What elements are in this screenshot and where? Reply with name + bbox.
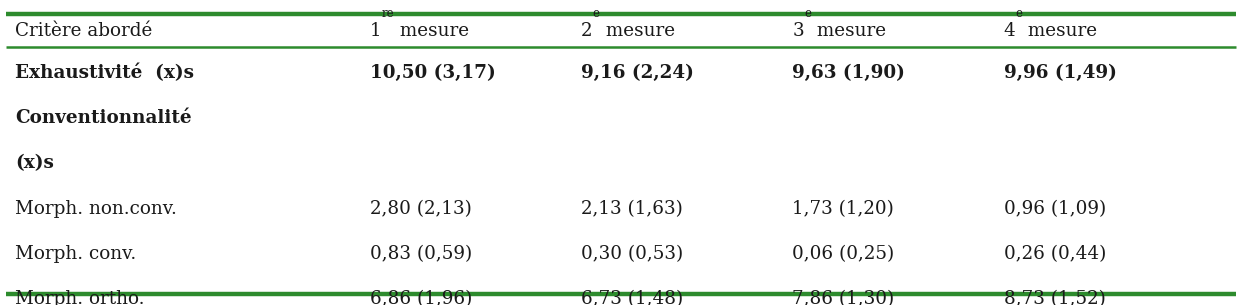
Text: mesure: mesure xyxy=(395,21,469,40)
Text: 6,86 (1,96): 6,86 (1,96) xyxy=(370,290,472,305)
Text: 2,13 (1,63): 2,13 (1,63) xyxy=(581,199,683,218)
Text: 9,63 (1,90): 9,63 (1,90) xyxy=(792,64,905,82)
Text: re: re xyxy=(381,7,395,20)
Text: e: e xyxy=(1015,7,1022,20)
Text: 1: 1 xyxy=(370,21,381,40)
Text: 0,83 (0,59): 0,83 (0,59) xyxy=(370,245,472,263)
Text: 7,86 (1,30): 7,86 (1,30) xyxy=(792,290,894,305)
Text: e: e xyxy=(804,7,811,20)
Text: mesure: mesure xyxy=(600,21,674,40)
Text: 0,26 (0,44): 0,26 (0,44) xyxy=(1004,245,1105,263)
Text: Exhaustivité  (x)s: Exhaustivité (x)s xyxy=(15,64,194,82)
Text: 10,50 (3,17): 10,50 (3,17) xyxy=(370,64,496,82)
Text: mesure: mesure xyxy=(811,21,886,40)
Text: 4: 4 xyxy=(1004,21,1015,40)
Text: 9,16 (2,24): 9,16 (2,24) xyxy=(581,64,694,82)
Text: Morph. ortho.: Morph. ortho. xyxy=(15,290,144,305)
Text: 0,06 (0,25): 0,06 (0,25) xyxy=(792,245,894,263)
Text: (x)s: (x)s xyxy=(15,154,53,173)
Text: 0,30 (0,53): 0,30 (0,53) xyxy=(581,245,683,263)
Text: e: e xyxy=(592,7,600,20)
Text: 2: 2 xyxy=(581,21,592,40)
Text: Conventionnalité: Conventionnalité xyxy=(15,109,191,127)
Text: 6,73 (1,48): 6,73 (1,48) xyxy=(581,290,683,305)
Text: 1,73 (1,20): 1,73 (1,20) xyxy=(792,199,894,218)
Text: Morph. non.conv.: Morph. non.conv. xyxy=(15,199,176,218)
Text: 9,96 (1,49): 9,96 (1,49) xyxy=(1004,64,1117,82)
Text: Critère abordé: Critère abordé xyxy=(15,21,153,40)
Text: 2,80 (2,13): 2,80 (2,13) xyxy=(370,199,472,218)
Text: 3: 3 xyxy=(792,21,804,40)
Text: 8,73 (1,52): 8,73 (1,52) xyxy=(1004,290,1105,305)
Text: mesure: mesure xyxy=(1022,21,1098,40)
Text: Morph. conv.: Morph. conv. xyxy=(15,245,137,263)
Text: 0,96 (1,09): 0,96 (1,09) xyxy=(1004,199,1105,218)
